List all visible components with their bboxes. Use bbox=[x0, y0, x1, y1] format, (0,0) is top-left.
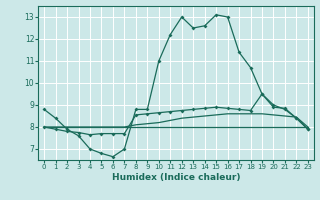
X-axis label: Humidex (Indice chaleur): Humidex (Indice chaleur) bbox=[112, 173, 240, 182]
